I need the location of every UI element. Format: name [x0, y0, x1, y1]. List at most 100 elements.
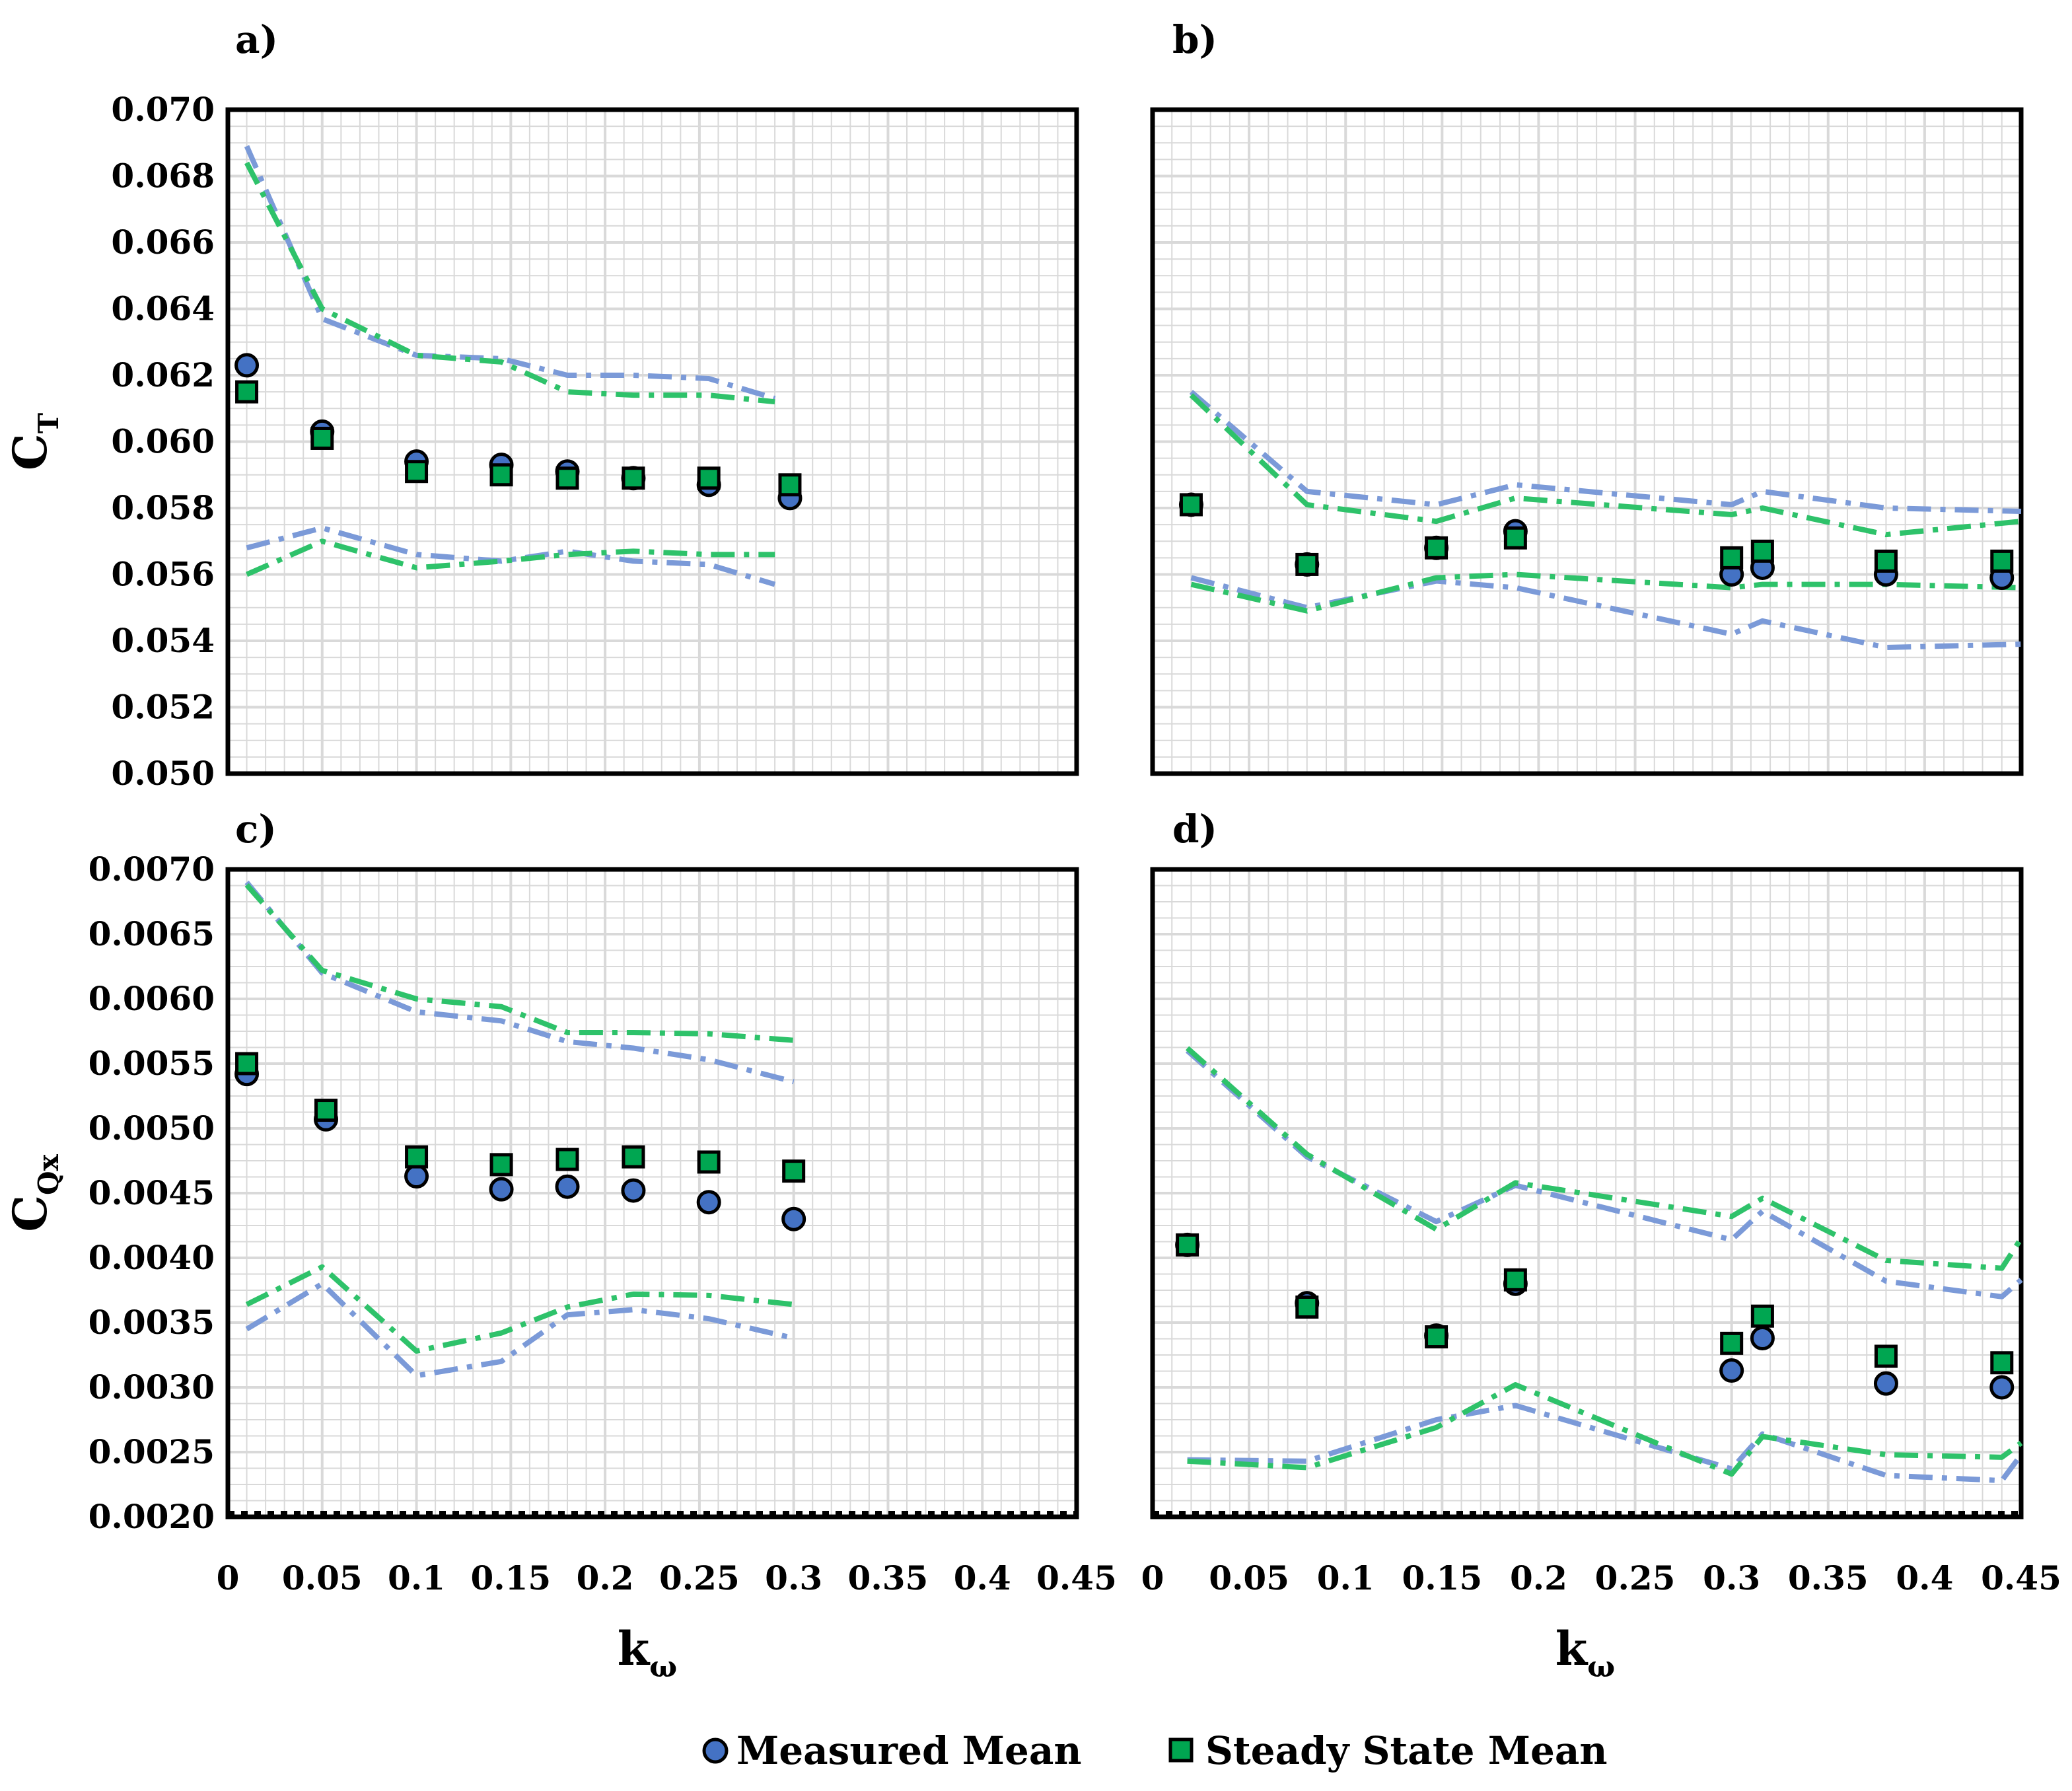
- x-tick-label: 0.4: [1896, 1558, 1953, 1597]
- y-tick-label: 0.0050: [89, 1109, 215, 1148]
- point-measured-mean: [1719, 1358, 1744, 1383]
- x-tick-label: 0.25: [659, 1558, 740, 1597]
- point-measured-mean: [1750, 1326, 1775, 1351]
- x-title-main: k: [618, 1621, 651, 1676]
- y-axis-title: CQx: [3, 1153, 65, 1231]
- panel-d: d) 0 0.05 0.1 0.15 0.2 0.25 0.3 0.35 0.4 0.45: [1141, 807, 2061, 1597]
- panel-c: c) 0.0020 0.0025 0.0030 0.0035 0.0040 0.0045 0.…: [3, 807, 1117, 1597]
- bound-line-green: [1187, 1382, 2023, 1477]
- bound-line-green: [1185, 1046, 2024, 1271]
- bound-line-blue: [245, 1281, 795, 1379]
- x-tick-label: 0.3: [1703, 1558, 1760, 1597]
- bound-line-green: [245, 538, 775, 577]
- x-tick-label: 0.4: [954, 1558, 1011, 1597]
- y-tick-label: 0.0035: [89, 1303, 215, 1342]
- point-measured-mean: [404, 1164, 429, 1189]
- point-steady-state-mean: [405, 1145, 429, 1169]
- panel-label-d: d): [1172, 807, 1217, 852]
- x-tick-label: 0: [217, 1558, 240, 1597]
- bound-line-blue: [1185, 1048, 2023, 1299]
- y-title-sub: T: [32, 413, 65, 433]
- point-steady-state-mean: [1750, 1304, 1774, 1328]
- point-steady-state-mean: [1720, 1331, 1744, 1355]
- y-tick-label: 0.0025: [89, 1432, 215, 1471]
- x-tick-label: 0.25: [1595, 1558, 1676, 1597]
- y-tick-label: 0.0020: [89, 1497, 215, 1536]
- x-tick-label: 0.35: [1788, 1558, 1869, 1597]
- point-steady-state-mean: [405, 460, 429, 484]
- gridlines: [228, 869, 1077, 1517]
- y-tick-label: 0.052: [111, 688, 215, 727]
- gridlines: [1153, 110, 2021, 774]
- point-steady-state-mean: [1990, 549, 2014, 573]
- x-tick-label: 0.3: [765, 1558, 822, 1597]
- square-marker-icon: [1168, 1737, 1194, 1763]
- y-tick-label: 0.0040: [89, 1238, 215, 1277]
- point-steady-state-mean: [1874, 1344, 1898, 1368]
- bound-line-blue: [1187, 1403, 2024, 1484]
- point-steady-state-mean: [489, 463, 513, 487]
- point-steady-state-mean: [310, 426, 334, 450]
- point-measured-mean: [621, 1178, 646, 1203]
- point-measured-mean: [489, 1177, 514, 1202]
- legend-item-measured: Measured Mean: [702, 1728, 1082, 1773]
- bound-line-blue: [1189, 390, 2022, 515]
- x-tick-label: 0.45: [1036, 1558, 1117, 1597]
- y-tick-label: 0.058: [111, 488, 215, 527]
- point-steady-state-mean: [1750, 539, 1774, 563]
- x-title-sub: ω: [649, 1650, 677, 1684]
- svg-text:kω: kω: [1555, 1621, 1615, 1684]
- panel-a: a) 0.050 0.052 0.054 0.056 0.058 0.060 0.062 0.0…: [3, 17, 1079, 793]
- point-measured-mean: [781, 1206, 806, 1231]
- y-tick-label: 0.050: [111, 754, 215, 793]
- y-tick-label: 0.0055: [89, 1044, 215, 1083]
- point-steady-state-mean: [1874, 549, 1898, 573]
- point-steady-state-mean: [622, 1145, 645, 1169]
- bound-line-green: [245, 1264, 795, 1354]
- plot-frame: [1150, 107, 2024, 776]
- point-steady-state-mean: [1503, 526, 1527, 550]
- x-tick-label: 0.35: [848, 1558, 929, 1597]
- point-measured-mean: [696, 1190, 721, 1215]
- bound-line-green: [1190, 571, 2022, 614]
- x-tick-label: 0: [1141, 1558, 1164, 1597]
- point-steady-state-mean: [1425, 536, 1448, 560]
- y-tick-label: 0.070: [111, 90, 215, 129]
- plot-frame: [225, 107, 1079, 776]
- x-tick-label: 0.2: [1510, 1558, 1567, 1597]
- x-tick-label: 0.2: [577, 1558, 634, 1597]
- y-tick-label: 0.0045: [89, 1173, 215, 1212]
- panels-group: a)0.0500.0520.0540.0560.0580.0600.0620.0…: [3, 17, 2061, 1597]
- point-measured-mean: [555, 1174, 580, 1199]
- y-title-sub: Qx: [32, 1153, 65, 1195]
- x-tick-label: 0.45: [1981, 1558, 2061, 1597]
- y-tick-label: 0.062: [111, 355, 215, 394]
- panel-label-a: a): [235, 17, 278, 62]
- point-steady-state-mean: [697, 466, 721, 490]
- bound-line-blue: [244, 881, 795, 1085]
- y-tick-label: 0.060: [111, 422, 215, 461]
- panel-label-c: c): [235, 807, 277, 852]
- point-steady-state-mean: [1295, 552, 1319, 576]
- gridlines: [228, 110, 1077, 774]
- x-axis-title-d: kω: [1555, 1621, 1615, 1684]
- x-axis-title-c: kω: [618, 1621, 677, 1684]
- legend-item-steady: Steady State Mean: [1168, 1728, 1608, 1773]
- point-steady-state-mean: [235, 1052, 259, 1076]
- x-title-main: k: [1555, 1621, 1589, 1676]
- svg-text:kω: kω: [618, 1621, 677, 1684]
- point-measured-mean: [1873, 1371, 1898, 1396]
- circle-marker-icon: [702, 1737, 729, 1764]
- gridlines: [1153, 869, 2021, 1517]
- y-tick-label: 0.0065: [89, 914, 215, 953]
- panel-label-b: b): [1172, 17, 1217, 62]
- x-tick-label: 0.05: [1209, 1558, 1289, 1597]
- y-tick-label: 0.066: [111, 223, 215, 262]
- bound-line-green: [244, 161, 775, 405]
- panel-b: b): [1150, 17, 2024, 776]
- y-tick-label: 0.0030: [89, 1368, 215, 1407]
- y-title-main: C: [3, 1195, 57, 1232]
- point-measured-mean: [234, 353, 260, 378]
- point-steady-state-mean: [1179, 493, 1203, 517]
- bound-line-blue: [1190, 575, 2022, 651]
